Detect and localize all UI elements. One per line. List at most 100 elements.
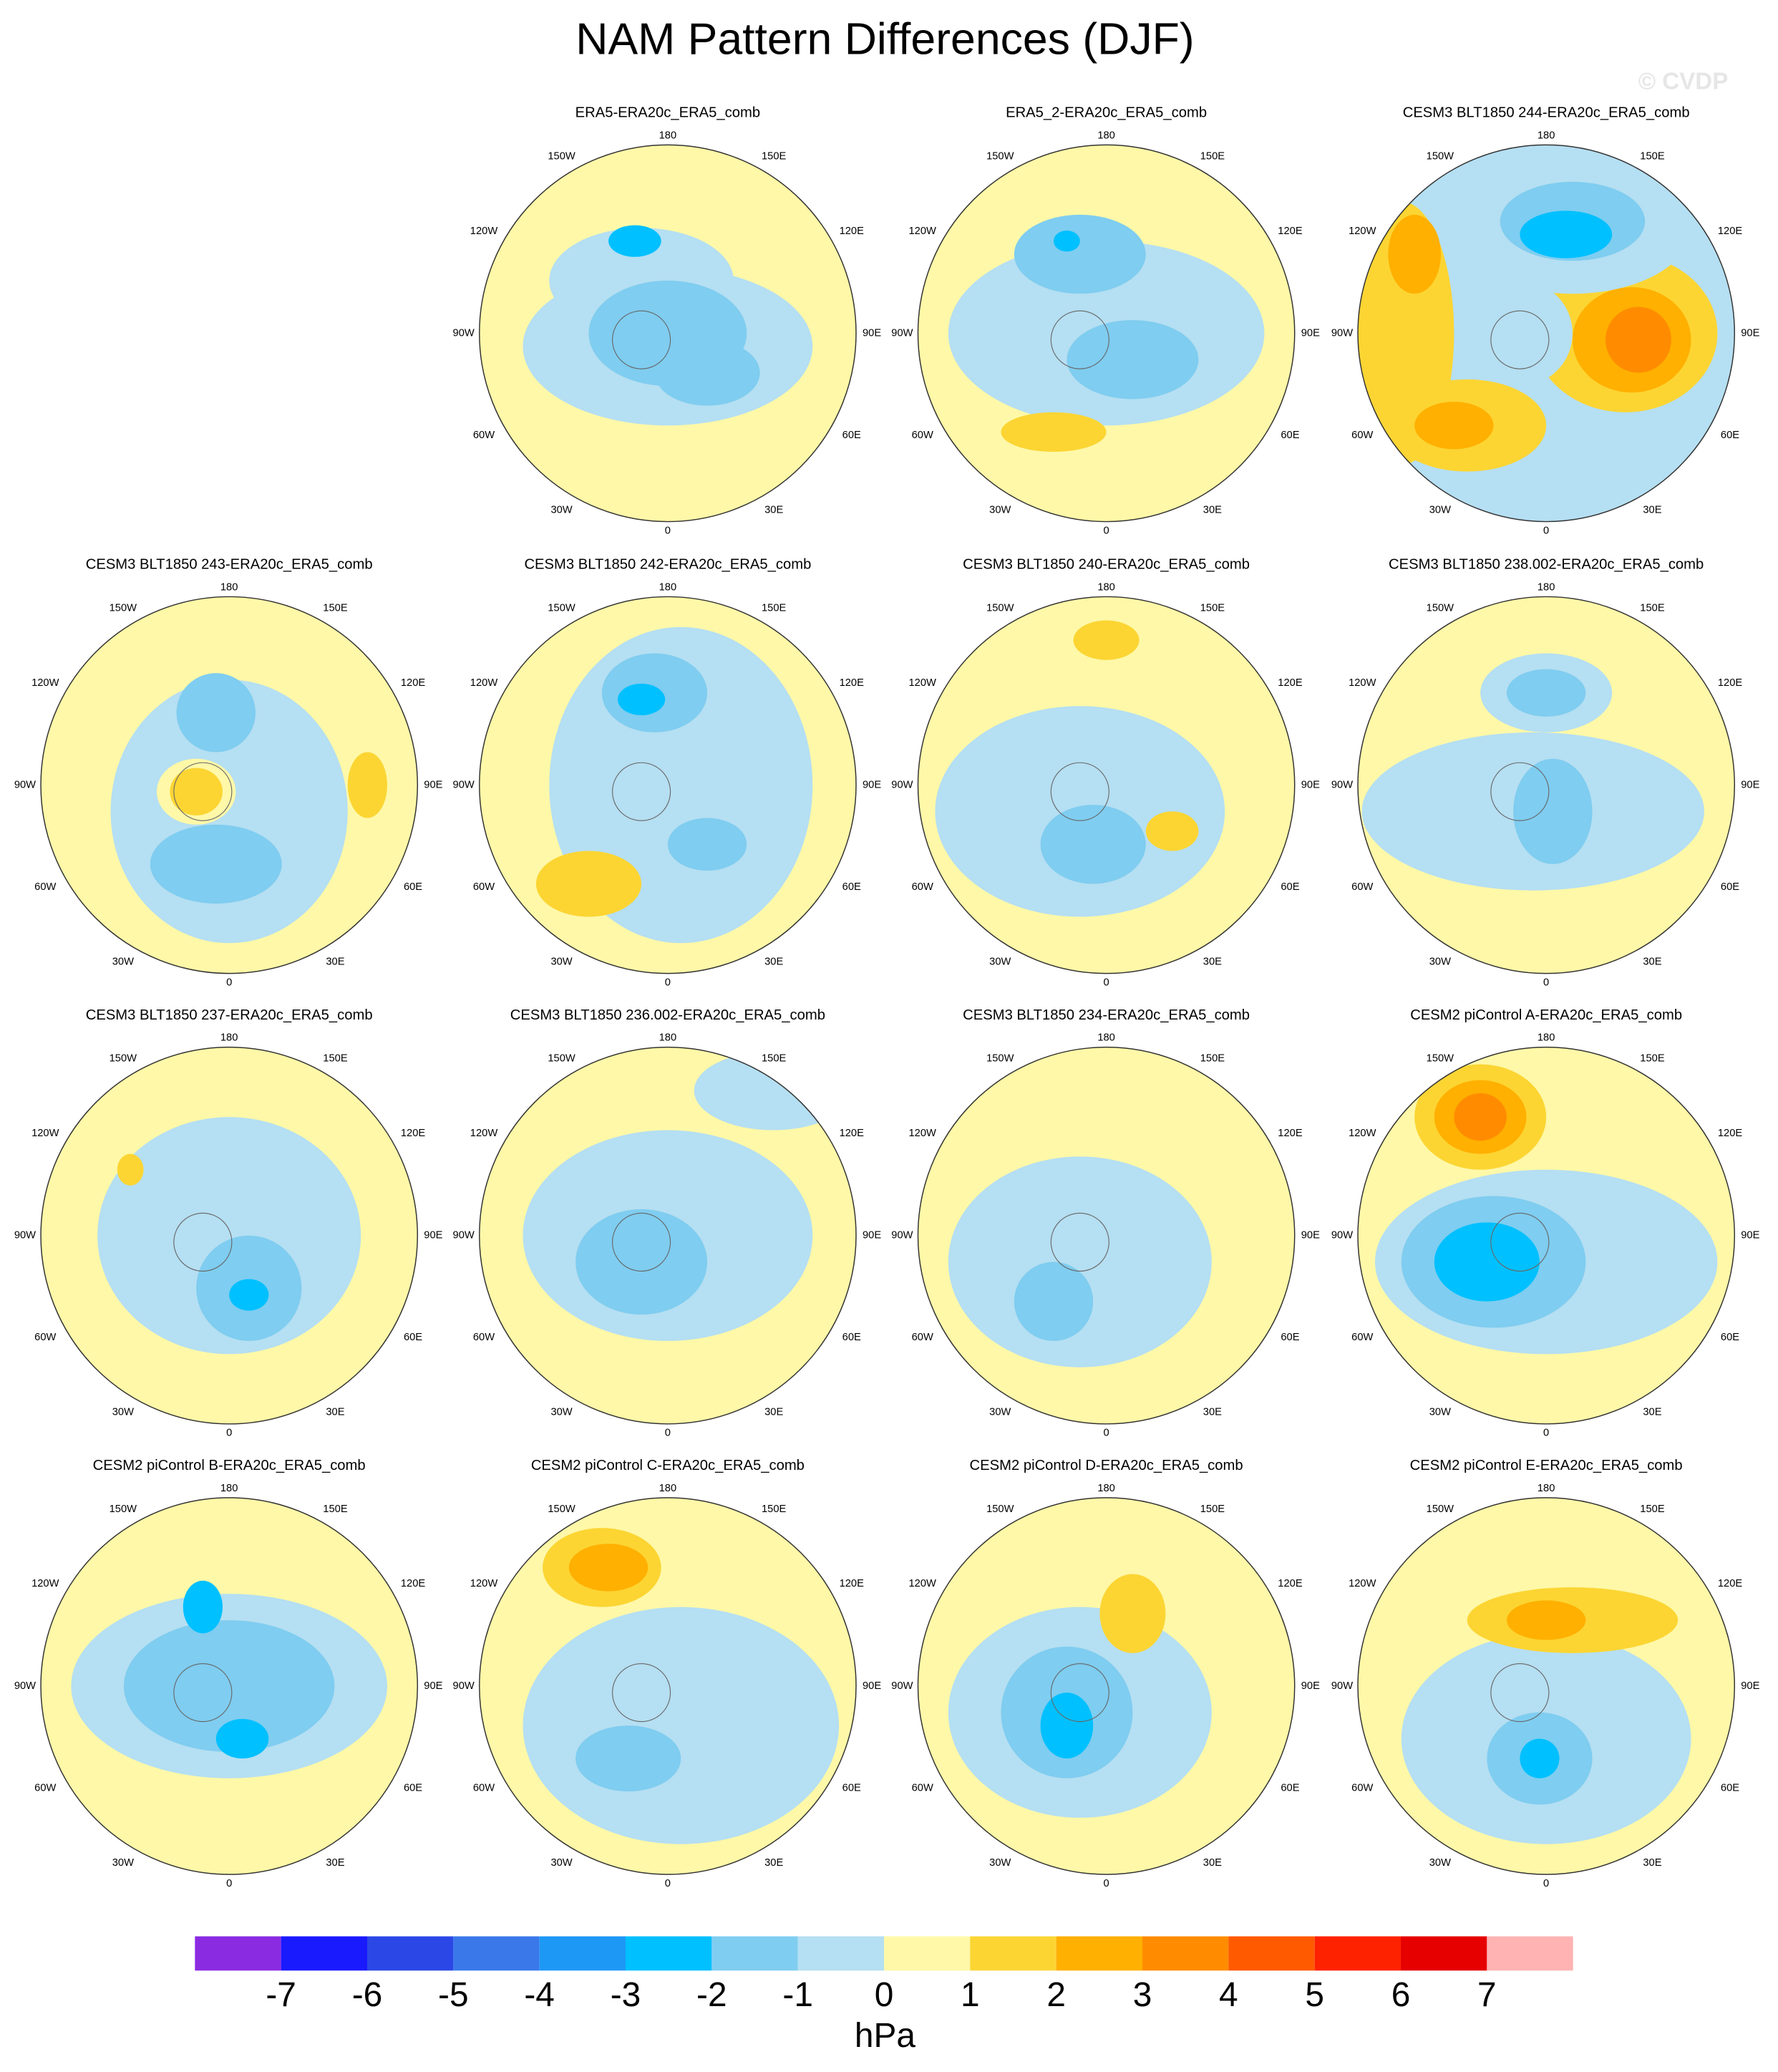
watermark: © CVDP bbox=[1638, 69, 1729, 95]
longitude-label: 90E bbox=[863, 779, 881, 790]
longitude-label: 150E bbox=[1200, 602, 1225, 614]
longitude-label: 90W bbox=[14, 1230, 36, 1241]
longitude-label: 30E bbox=[1643, 956, 1661, 967]
longitude-label: 60E bbox=[404, 881, 422, 893]
pole-coast bbox=[1490, 1212, 1550, 1272]
longitude-label: 0 bbox=[1104, 1878, 1109, 1889]
longitude-label: 90E bbox=[1741, 1680, 1759, 1692]
colorbar-label: 5 bbox=[1305, 1976, 1324, 2014]
longitude-label: 150E bbox=[762, 602, 787, 614]
longitude-label: 30E bbox=[1643, 1407, 1661, 1418]
panel-title: CESM2 piControl B-ERA20c_ERA5_comb bbox=[93, 1458, 366, 1473]
longitude-label: 90E bbox=[863, 327, 881, 339]
longitude-label: 120E bbox=[1278, 1578, 1303, 1589]
longitude-label: 30W bbox=[112, 956, 134, 967]
longitude-label: 120E bbox=[840, 677, 865, 689]
contour-region bbox=[176, 673, 256, 752]
longitude-label: 60W bbox=[473, 881, 495, 893]
longitude-label: 0 bbox=[226, 1878, 232, 1889]
longitude-label: 30W bbox=[112, 1857, 134, 1869]
panel-title: CESM2 piControl A-ERA20c_ERA5_comb bbox=[1410, 1007, 1682, 1023]
contour-region bbox=[117, 1153, 144, 1186]
longitude-label: 150E bbox=[1640, 602, 1665, 614]
pole-coast bbox=[173, 1663, 233, 1723]
pole-coast bbox=[612, 1212, 671, 1272]
longitude-label: 120W bbox=[470, 677, 498, 689]
longitude-label: 60W bbox=[34, 881, 56, 893]
field bbox=[479, 1047, 856, 1424]
longitude-label: 150W bbox=[110, 1504, 137, 1515]
map-border bbox=[40, 1046, 419, 1425]
map-border bbox=[917, 1046, 1296, 1425]
figure-title: NAM Pattern Differences (DJF) bbox=[575, 14, 1194, 64]
longitude-label: 180 bbox=[1097, 1483, 1115, 1494]
contour-region bbox=[948, 1156, 1212, 1367]
longitude-label: 120E bbox=[1718, 1578, 1743, 1589]
panel-title: CESM3 BLT1850 242-ERA20c_ERA5_comb bbox=[524, 557, 811, 573]
field bbox=[1358, 596, 1735, 974]
longitude-label: 60W bbox=[34, 1332, 56, 1343]
longitude-label: 30E bbox=[764, 1407, 783, 1418]
contour-region bbox=[1506, 1600, 1586, 1640]
map-border bbox=[917, 144, 1296, 523]
longitude-label: 60E bbox=[1721, 430, 1739, 441]
longitude-label: 180 bbox=[220, 1483, 238, 1494]
longitude-label: 30E bbox=[326, 1407, 344, 1418]
colorbar-box bbox=[281, 1936, 367, 1971]
contour-region bbox=[568, 1544, 648, 1592]
longitude-label: 120W bbox=[909, 677, 937, 689]
longitude-label: 90W bbox=[14, 779, 36, 790]
map-panel: CESM3 BLT1850 240-ERA20c_ERA5_comb 180 150… bbox=[891, 557, 1320, 989]
longitude-label: 150E bbox=[1200, 1053, 1225, 1065]
colorbar-box bbox=[1228, 1936, 1315, 1971]
longitude-label: 150W bbox=[1427, 602, 1454, 614]
longitude-label: 60E bbox=[842, 1332, 861, 1343]
longitude-label: 60E bbox=[1721, 1332, 1739, 1343]
longitude-label: 120E bbox=[840, 1578, 865, 1589]
colorbar-box bbox=[1314, 1936, 1401, 1971]
field bbox=[41, 1497, 418, 1875]
map-panel: CESM3 BLT1850 237-ERA20c_ERA5_comb 180 150… bbox=[14, 1007, 443, 1439]
map-panel: CESM2 piControl A-ERA20c_ERA5_comb 180 150… bbox=[1331, 1007, 1760, 1439]
colorbar-units: hPa bbox=[855, 2017, 916, 2055]
pole-coast bbox=[612, 762, 671, 821]
contour-region bbox=[1145, 811, 1199, 851]
pole-coast bbox=[1050, 1212, 1109, 1272]
longitude-label: 60W bbox=[1351, 430, 1373, 441]
colorbar-label: 7 bbox=[1477, 1976, 1497, 2014]
longitude-label: 90E bbox=[863, 1680, 881, 1692]
longitude-label: 0 bbox=[1543, 1428, 1549, 1439]
colorbar-box bbox=[970, 1936, 1056, 1971]
longitude-label: 0 bbox=[665, 1878, 671, 1889]
longitude-label: 30E bbox=[326, 1857, 344, 1869]
longitude-label: 60E bbox=[842, 430, 861, 441]
contour-region bbox=[170, 768, 223, 815]
longitude-label: 150W bbox=[548, 1053, 575, 1065]
colorbar-box bbox=[884, 1936, 971, 1971]
longitude-label: 120W bbox=[1349, 1128, 1376, 1139]
pole-coast bbox=[1490, 1663, 1550, 1723]
longitude-label: 0 bbox=[665, 977, 671, 988]
field bbox=[1358, 1047, 1735, 1424]
longitude-label: 30W bbox=[1429, 504, 1451, 515]
longitude-label: 60E bbox=[1281, 1782, 1299, 1793]
longitude-label: 30W bbox=[550, 1407, 572, 1418]
contour-region bbox=[183, 1580, 223, 1634]
longitude-label: 150E bbox=[762, 1053, 787, 1065]
contour-region bbox=[1467, 280, 1573, 387]
map-panel: ERA5_2-ERA20c_ERA5_comb 180 150E 120E 90E 60E… bbox=[891, 105, 1320, 537]
longitude-label: 150E bbox=[1640, 1504, 1665, 1515]
colorbar-label: 3 bbox=[1133, 1976, 1152, 2014]
longitude-label: 150W bbox=[986, 1504, 1014, 1515]
longitude-label: 90E bbox=[1741, 779, 1759, 790]
longitude-label: 180 bbox=[1537, 581, 1555, 593]
longitude-label: 90E bbox=[1741, 1230, 1759, 1241]
longitude-label: 150W bbox=[1427, 1053, 1454, 1065]
longitude-label: 0 bbox=[1543, 977, 1549, 988]
map-border bbox=[1357, 144, 1736, 523]
panel-title: CESM3 BLT1850 240-ERA20c_ERA5_comb bbox=[963, 557, 1250, 573]
longitude-label: 90E bbox=[863, 1230, 881, 1241]
longitude-label: 30E bbox=[1643, 1857, 1661, 1869]
longitude-label: 90W bbox=[1331, 1680, 1353, 1692]
pole-coast bbox=[1050, 1663, 1109, 1723]
